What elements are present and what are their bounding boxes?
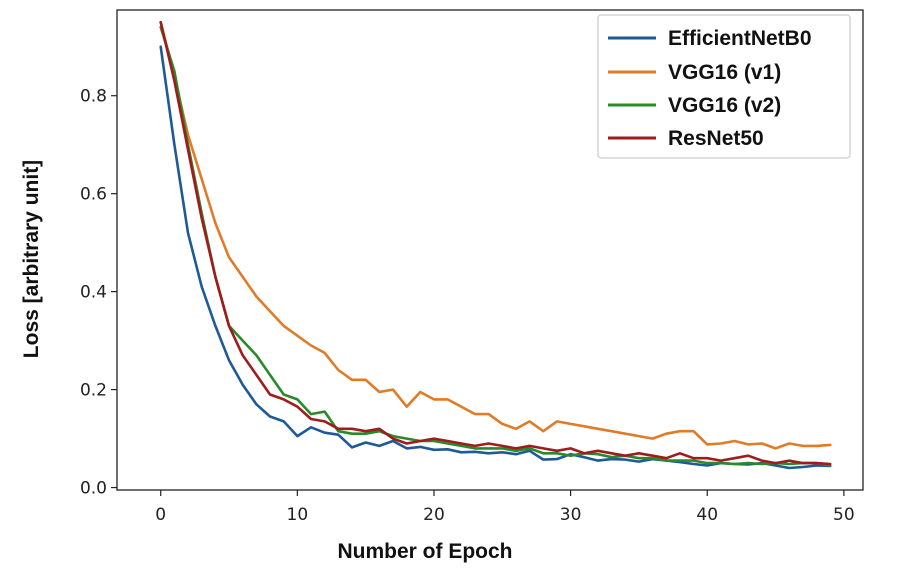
y-axis-label: Loss [arbitrary unit]	[20, 160, 43, 358]
series-lines	[159, 20, 832, 470]
legend-label-efficientnetb0: EfficientNetB0	[668, 27, 812, 50]
series-line-vgg16-v1	[159, 20, 832, 450]
y-tick-label: 0.6	[80, 185, 107, 205]
legend-label-vgg16-v2: VGG16 (v2)	[668, 94, 781, 117]
axis-ticks: 0 10 20 30 40 50 0.0 0.2 0.4 0.6 0.8	[80, 87, 855, 525]
y-tick-label: 0.2	[80, 381, 107, 401]
y-tick-label: 0.4	[80, 283, 107, 303]
x-tick-label: 10	[287, 505, 309, 525]
legend-label-resnet50: ResNet50	[668, 127, 764, 150]
series-line-vgg16-v2	[159, 25, 832, 467]
legend: EfficientNetB0 VGG16 (v1) VGG16 (v2) Res…	[597, 14, 851, 159]
plot-frame	[116, 9, 864, 491]
x-tick-label: 40	[696, 505, 718, 525]
legend-box	[597, 14, 851, 159]
x-axis-label: Number of Epoch	[337, 540, 512, 563]
legend-label-vgg16-v1: VGG16 (v1)	[668, 61, 781, 84]
y-tick-label: 0.8	[80, 87, 107, 107]
x-tick-label: 0	[155, 505, 166, 525]
x-tick-label: 30	[560, 505, 582, 525]
x-tick-label: 20	[423, 505, 445, 525]
x-tick-label: 50	[833, 505, 855, 525]
y-tick-label: 0.0	[80, 479, 107, 499]
series-line-resnet50	[159, 20, 832, 466]
